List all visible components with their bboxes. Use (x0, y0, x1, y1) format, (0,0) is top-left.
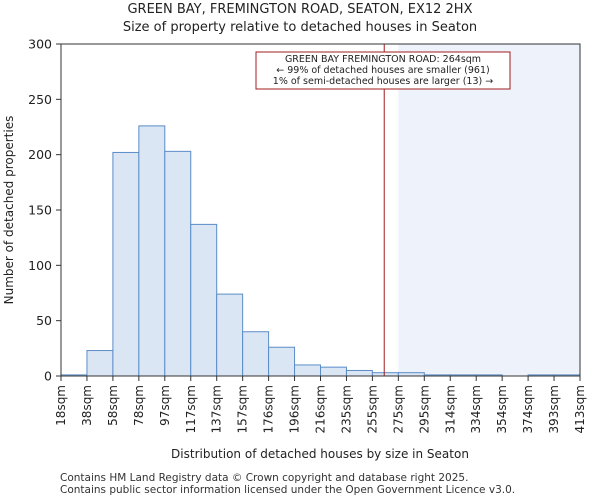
x-tick-label-235sqm: 235sqm (339, 385, 353, 433)
bar-235sqm (345, 369, 373, 377)
x-tick-label-374sqm: 374sqm (521, 385, 535, 433)
bar-78sqm (138, 125, 166, 377)
x-tick-label-354sqm: 354sqm (495, 385, 509, 433)
bar-97sqm (164, 150, 192, 377)
y-axis-label: Number of detached properties (2, 116, 16, 305)
annotation-box: GREEN BAY FREMINGTON ROAD: 264sqm ← 99% … (255, 51, 511, 90)
x-tick-label-255sqm: 255sqm (365, 385, 379, 433)
x-tick-label-117sqm: 117sqm (184, 385, 198, 433)
bar-176sqm (268, 346, 296, 377)
bar-38sqm (86, 350, 114, 377)
bar-196sqm (294, 364, 321, 377)
y-tick-label-300: 300 (28, 37, 52, 52)
bar-137sqm (216, 293, 244, 377)
bar-157sqm (242, 331, 270, 377)
x-tick-label-393sqm: 393sqm (547, 385, 561, 433)
x-tick-label-334sqm: 334sqm (469, 385, 483, 433)
plot-frame (60, 43, 581, 377)
y-tick-label-100: 100 (28, 258, 52, 273)
x-tick-label-275sqm: 275sqm (391, 385, 405, 433)
bars (60, 125, 581, 377)
x-axis-label: Distribution of detached houses by size … (171, 447, 469, 461)
chart-subtitle: Size of property relative to detached ho… (122, 20, 478, 35)
y-tick-label-150: 150 (28, 203, 52, 218)
x-tick-label-18sqm: 18sqm (54, 385, 68, 426)
bar-117sqm (190, 223, 218, 377)
chart-title: GREEN BAY, FREMINGTON ROAD, SEATON, EX12… (127, 2, 473, 17)
x-tick-label-38sqm: 38sqm (80, 385, 94, 426)
annotation-line-3: 1% of semi-detached houses are larger (1… (273, 76, 493, 87)
y-tick-label-0: 0 (44, 369, 52, 384)
bar-216sqm (320, 366, 347, 377)
x-tick-label-78sqm: 78sqm (132, 385, 146, 426)
y-axis: 0 50 100 150 200 250 300 (28, 37, 61, 384)
y-tick-label-200: 200 (28, 147, 52, 162)
footer-line-2: Contains public sector information licen… (60, 484, 516, 496)
y-tick-label-250: 250 (28, 92, 52, 107)
bar-58sqm (112, 151, 140, 377)
x-tick-label-295sqm: 295sqm (417, 385, 431, 433)
annotation-line-1: GREEN BAY FREMINGTON ROAD: 264sqm (285, 54, 481, 65)
x-tick-label-314sqm: 314sqm (443, 385, 457, 433)
x-tick-label-97sqm: 97sqm (158, 385, 172, 426)
footer-line-1: Contains HM Land Registry data © Crown c… (60, 472, 469, 484)
annotation-line-2: ← 99% of detached houses are smaller (96… (276, 65, 489, 76)
x-tick-label-216sqm: 216sqm (314, 385, 328, 433)
x-tick-label-176sqm: 176sqm (262, 385, 276, 433)
x-tick-label-196sqm: 196sqm (288, 385, 302, 433)
x-tick-label-157sqm: 157sqm (236, 385, 250, 433)
x-axis: 18sqm 38sqm 58sqm 78sqm 97sqm 117sqm 137sqm 157… (54, 376, 587, 433)
x-tick-label-137sqm: 137sqm (210, 385, 224, 433)
highlight-region (398, 44, 580, 376)
x-tick-label-58sqm: 58sqm (106, 385, 120, 426)
x-tick-label-413sqm: 413sqm (573, 385, 587, 433)
y-tick-label-50: 50 (36, 313, 52, 328)
